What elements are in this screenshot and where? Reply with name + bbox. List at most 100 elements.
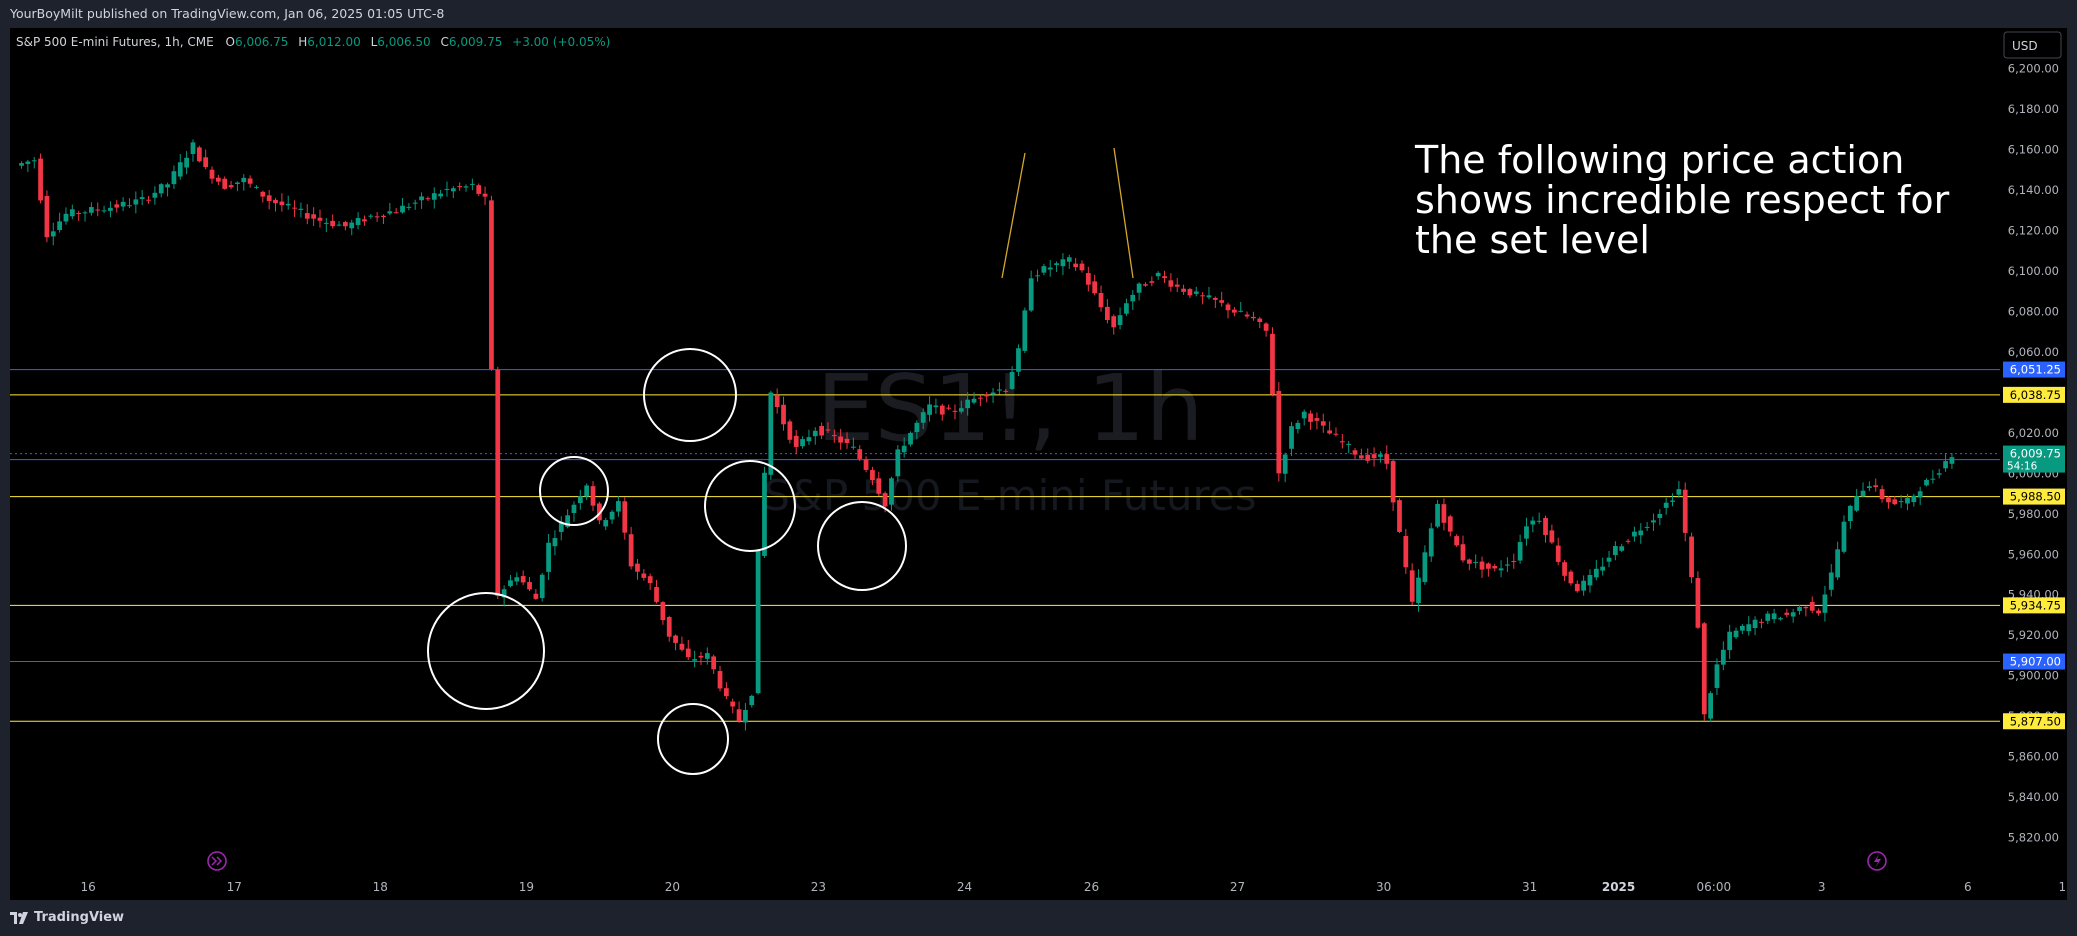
candle — [1816, 608, 1821, 616]
time-tick-label: 31 — [1522, 880, 1537, 894]
price-tick-label: 6,160.00 — [2008, 142, 2059, 156]
candle — [1473, 554, 1479, 569]
candle — [1549, 524, 1555, 545]
candle — [1200, 292, 1205, 305]
annotation-text[interactable]: The following price action shows incredi… — [1414, 138, 1950, 262]
tradingview-logo[interactable]: TradingView — [10, 910, 124, 925]
candle — [584, 483, 590, 501]
candle — [1740, 624, 1745, 635]
candle — [1117, 307, 1123, 330]
price-tick-label: 6,200.00 — [2008, 61, 2059, 75]
circle-marker[interactable] — [539, 456, 609, 526]
candle — [1232, 307, 1237, 317]
candle — [812, 427, 818, 445]
trend-line[interactable] — [1001, 152, 1026, 279]
candle — [844, 432, 850, 449]
candle — [323, 218, 329, 233]
circle-marker[interactable] — [657, 703, 729, 775]
candle — [228, 180, 234, 190]
candle — [82, 210, 88, 222]
candle — [552, 530, 558, 556]
candle — [1155, 271, 1161, 280]
candle — [374, 212, 380, 222]
candle — [1701, 622, 1707, 721]
time-tick-label: 2025 — [1602, 880, 1635, 894]
candle — [1727, 624, 1733, 660]
candle — [355, 212, 361, 230]
candle — [863, 456, 869, 473]
candle — [254, 185, 259, 190]
candle — [1746, 616, 1752, 636]
candle — [717, 665, 723, 692]
candle — [1352, 448, 1358, 460]
candle — [1511, 553, 1517, 569]
time-tick-label: 26 — [1084, 880, 1099, 894]
candle — [1409, 563, 1415, 605]
candle — [546, 533, 551, 580]
candle — [1479, 556, 1485, 578]
candle — [774, 388, 780, 414]
lightning-icon[interactable] — [1867, 851, 1887, 871]
circle-marker[interactable] — [427, 592, 545, 710]
candle — [1257, 316, 1263, 329]
price-tick-label: 6,020.00 — [2008, 426, 2059, 440]
candle — [19, 161, 24, 169]
candle — [406, 203, 412, 211]
circle-marker[interactable] — [817, 501, 907, 591]
footer-bar: TradingView — [0, 900, 2077, 936]
candle — [1898, 495, 1904, 509]
chart-legend: S&P 500 E-mini Futures, 1h, CME O6,006.7… — [16, 35, 610, 49]
price-tick-label: 5,860.00 — [2008, 750, 2059, 764]
candle — [38, 153, 43, 204]
candle — [292, 200, 297, 217]
candle — [57, 212, 62, 233]
candle — [139, 190, 145, 206]
candle — [298, 202, 304, 218]
candle — [857, 445, 863, 462]
annotation-line-2: shows incredible respect for — [1415, 178, 1950, 222]
chart-panel[interactable]: ES1!, 1h S&P 500 E-mini Futures The foll… — [10, 28, 2067, 900]
candle — [1130, 290, 1136, 310]
candle — [50, 222, 56, 246]
circle-marker[interactable] — [704, 460, 796, 552]
candle — [1111, 314, 1117, 335]
time-axis[interactable]: 16 17 18 19 20 23 24 26 27 30 31 2025 06:00 3 6 18:00 — [81, 880, 2067, 894]
candle — [895, 445, 901, 482]
time-tick-label: 23 — [811, 880, 826, 894]
candle — [1562, 560, 1567, 582]
time-tick-label: 6 — [1964, 880, 1972, 894]
circle-marker[interactable] — [643, 348, 737, 442]
candle — [755, 549, 761, 695]
candle — [1035, 269, 1040, 282]
price-tick-label: 6,180.00 — [2008, 102, 2059, 116]
candle — [1365, 448, 1371, 464]
candle — [1454, 534, 1459, 547]
legend-high: 6,012.00 — [307, 35, 360, 49]
candlestick-series — [19, 139, 1955, 731]
candle — [876, 471, 882, 497]
price-tick-label: 6,140.00 — [2008, 183, 2059, 197]
price-chart[interactable]: ES1!, 1h S&P 500 E-mini Futures The foll… — [10, 28, 2067, 900]
candle — [978, 395, 983, 407]
candle — [1174, 278, 1180, 293]
candle — [1333, 427, 1339, 437]
candle — [1378, 451, 1383, 463]
price-tick-label: 5,980.00 — [2008, 507, 2059, 521]
candle — [120, 197, 126, 212]
candle — [1657, 509, 1663, 526]
candle — [1060, 253, 1066, 276]
candle — [1905, 493, 1910, 511]
candle — [984, 392, 990, 403]
candle — [1136, 282, 1142, 301]
candle — [749, 694, 755, 708]
trend-line[interactable] — [1113, 147, 1134, 279]
candle — [1778, 616, 1783, 621]
candle — [654, 579, 659, 604]
last-price-value: 6,009.75 — [2010, 447, 2061, 461]
goto-realtime-icon[interactable] — [207, 851, 227, 871]
candle — [622, 497, 628, 540]
currency-button[interactable]: USD — [2003, 31, 2062, 59]
time-tick-label: 18 — [373, 880, 388, 894]
candle — [1676, 480, 1682, 498]
